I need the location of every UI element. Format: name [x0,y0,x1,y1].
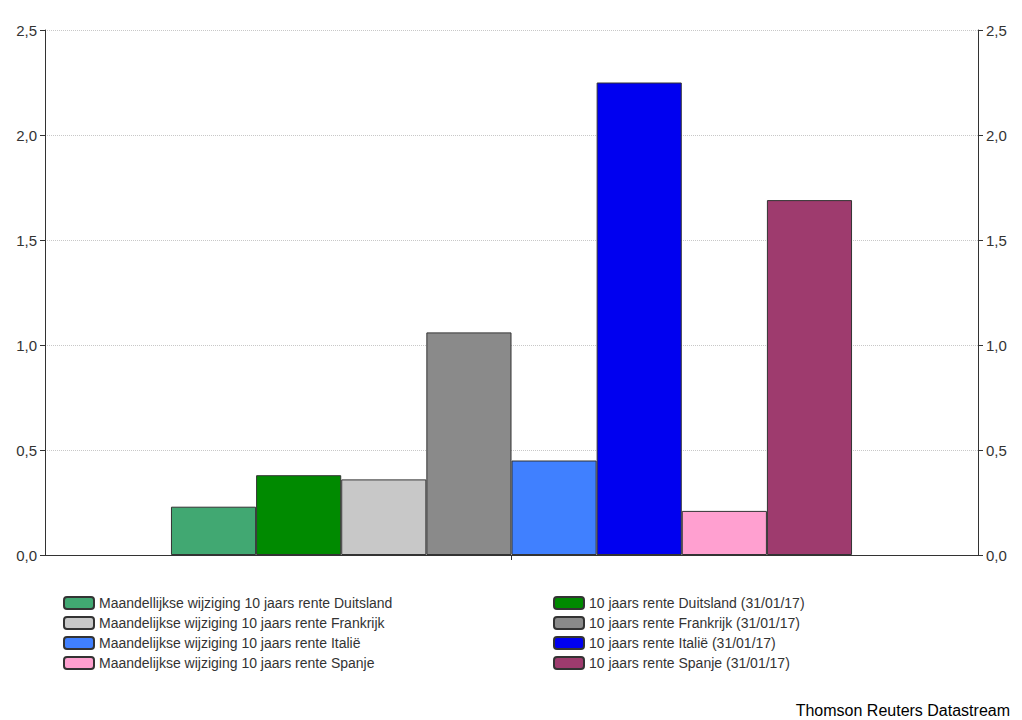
svg-text:10 jaars rente Duitsland (31/0: 10 jaars rente Duitsland (31/01/17) [589,595,805,611]
svg-text:2,0: 2,0 [986,127,1007,144]
svg-text:1,0: 1,0 [986,337,1007,354]
svg-text:2,5: 2,5 [986,22,1007,39]
svg-text:0,5: 0,5 [986,442,1007,459]
svg-text:Maandelijkse wijziging 10 jaar: Maandelijkse wijziging 10 jaars rente It… [99,635,361,651]
svg-text:10 jaars rente Spanje (31/01/1: 10 jaars rente Spanje (31/01/17) [589,655,790,671]
svg-text:0,5: 0,5 [16,442,37,459]
svg-text:2,5: 2,5 [16,22,37,39]
svg-text:Thomson Reuters Datastream: Thomson Reuters Datastream [796,702,1010,719]
svg-text:1,5: 1,5 [16,232,37,249]
svg-text:1,5: 1,5 [986,232,1007,249]
svg-text:Maandellijkse wijziging 10 jaa: Maandellijkse wijziging 10 jaars rente D… [99,595,392,611]
svg-text:Maandelijkse wijziging 10 jaar: Maandelijkse wijziging 10 jaars rente Sp… [99,655,375,671]
svg-text:1,0: 1,0 [16,337,37,354]
svg-text:2,0: 2,0 [16,127,37,144]
svg-text:0,0: 0,0 [986,547,1007,564]
svg-text:10 jaars rente Italië (31/01/1: 10 jaars rente Italië (31/01/17) [589,635,776,651]
svg-text:Maandelijkse wijziging 10 jaar: Maandelijkse wijziging 10 jaars rente Fr… [99,615,386,631]
svg-text:10 jaars rente Frankrijk (31/0: 10 jaars rente Frankrijk (31/01/17) [589,615,800,631]
svg-text:0,0: 0,0 [16,547,37,564]
